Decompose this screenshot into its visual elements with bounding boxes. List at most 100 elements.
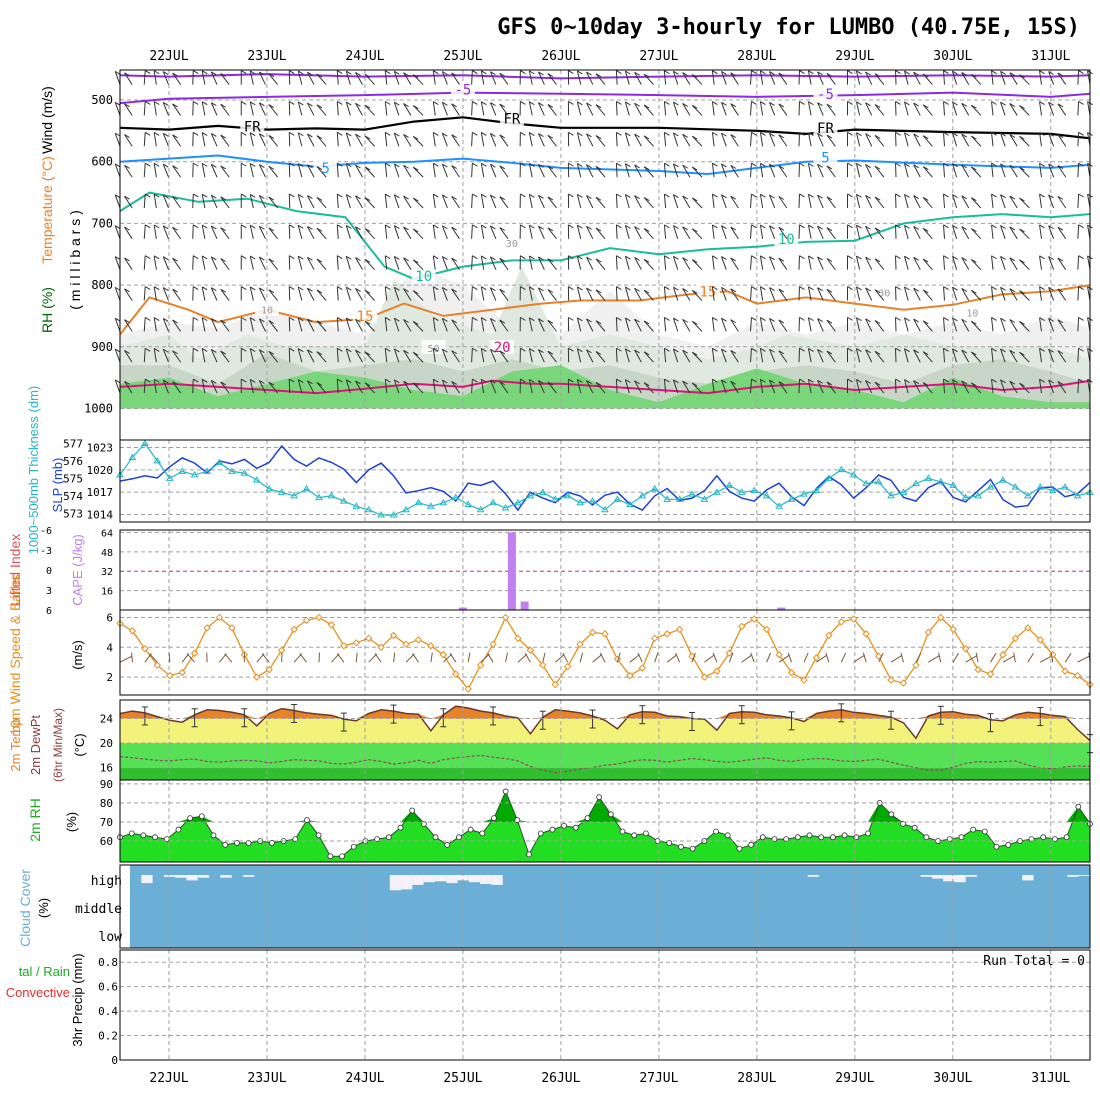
upper-wind-barb-flag [259,318,265,323]
upper-wind-barb [528,255,533,270]
upper-wind-barb [874,73,885,85]
upper-wind-barb [499,350,509,363]
upper-wind-barb [1019,105,1030,116]
thickness-point [986,483,995,490]
upper-wind-barb-flag [817,379,823,384]
upper-wind-barb-flag [922,351,929,356]
upper-wind-barb [201,317,206,332]
upper-wind-barb [1077,163,1080,178]
isotherm-label-bg [450,82,475,97]
upper-wind-barb [384,193,388,209]
upper-wind-barb [114,287,121,301]
wind-barb [355,652,358,663]
wind-barb [562,652,569,663]
upper-wind-barb [114,132,121,147]
upper-wind-barb [153,255,157,270]
upper-wind-barb-flag [499,134,506,139]
upper-wind-barb [124,288,133,301]
upper-wind-barb-flag [625,348,631,353]
upper-wind-barb-flag [289,316,295,321]
upper-wind-barb [153,163,157,178]
isotherm-label: -5 [454,83,471,99]
upper-wind-barb [711,255,715,270]
isotherm-label-bg [960,304,985,319]
upper-wind-barb [412,74,424,85]
upper-wind-barb-flag [192,316,199,321]
upper-wind-barb-flag [826,258,833,262]
slp-tick: 1014 [87,509,114,522]
upper-wind-barb-flag [240,347,247,352]
upper-wind-barb-flag [961,72,968,76]
upper-wind-barb [489,349,497,363]
upper-wind-barb-flag [1039,317,1045,321]
upper-wind-barb-flag [1078,224,1084,229]
upper-wind-barb [595,166,606,178]
upper-wind-barb [1019,321,1030,332]
upper-wind-barb-flag [808,255,814,260]
upper-wind-barb [172,257,182,270]
upper-wind-barb-flag [692,320,698,325]
thickness-point [912,479,920,487]
thickness-point [675,495,684,502]
wind-speed-point [651,634,659,643]
upper-wind-barb-flag [943,70,949,75]
pressure-tick: 1000 [84,402,113,416]
upper-wind-barb [528,317,533,332]
wind-barb [331,653,340,663]
upper-wind-barb [432,194,436,209]
upper-wind-barb [489,287,497,301]
upper-wind-barb-flag [153,101,160,106]
upper-wind-barb-flag [808,378,814,383]
wind-speed-point [986,670,995,678]
upper-wind-barb [268,381,279,394]
wind-barb [938,652,942,663]
cloud-high-bar [480,875,492,884]
upper-wind-barb-flag [249,379,256,383]
panel-frame [119,439,1091,523]
upper-wind-barb [961,72,970,85]
upper-wind-barb-flag [904,255,910,260]
upper-wind-barb-flag [490,225,496,230]
upper-wind-barb-flag [451,288,457,293]
upper-wind-barb-flag [394,286,400,291]
upper-wind-barb-flag [856,286,862,291]
wind-barb [442,653,453,663]
upper-wind-barb [220,103,230,116]
upper-wind-barb [952,71,958,85]
upper-wind-barb [499,72,509,85]
upper-wind-barb-flag [1039,101,1045,105]
upper-wind-barb-flag [730,257,737,262]
upper-wind-barb-flag [240,131,247,136]
upper-wind-barb-flag [577,193,583,198]
upper-wind-barb-flag [403,257,409,262]
rh-point [233,840,240,846]
upper-wind-barb-flag [1078,162,1084,167]
upper-wind-barb-flag [895,316,901,321]
rh-point [222,841,229,848]
upper-wind-barb-flag [385,101,391,105]
upper-wind-barb-flag [268,104,275,108]
upper-wind-barb [634,133,642,147]
upper-wind-barb-flag [1057,165,1064,169]
wind-speed-point [675,625,684,634]
upper-wind-barb-flag [481,378,487,383]
upper-wind-barb-flag [625,255,631,260]
upper-wind-barb-flag [412,74,419,79]
upper-wind-barb-flag [895,101,901,105]
upper-wind-barb-flag [1078,378,1084,383]
panel-frame [119,779,1091,863]
upper-wind-barb [663,317,667,332]
upper-wind-barb [355,133,363,147]
upper-wind-barb [451,257,460,270]
upper-wind-barb-flag [385,255,391,260]
upper-wind-barb [538,380,545,394]
upper-wind-barb-flag [874,320,881,324]
upper-wind-barb-flag [865,380,871,384]
upper-wind-barb [595,258,606,270]
thickness-point [240,469,249,476]
upper-wind-barb-flag [297,255,304,260]
upper-wind-barb [730,195,739,209]
upper-wind-barb-flag [442,132,448,137]
upper-wind-barb [672,287,679,301]
upper-wind-barb-flag [538,287,544,292]
